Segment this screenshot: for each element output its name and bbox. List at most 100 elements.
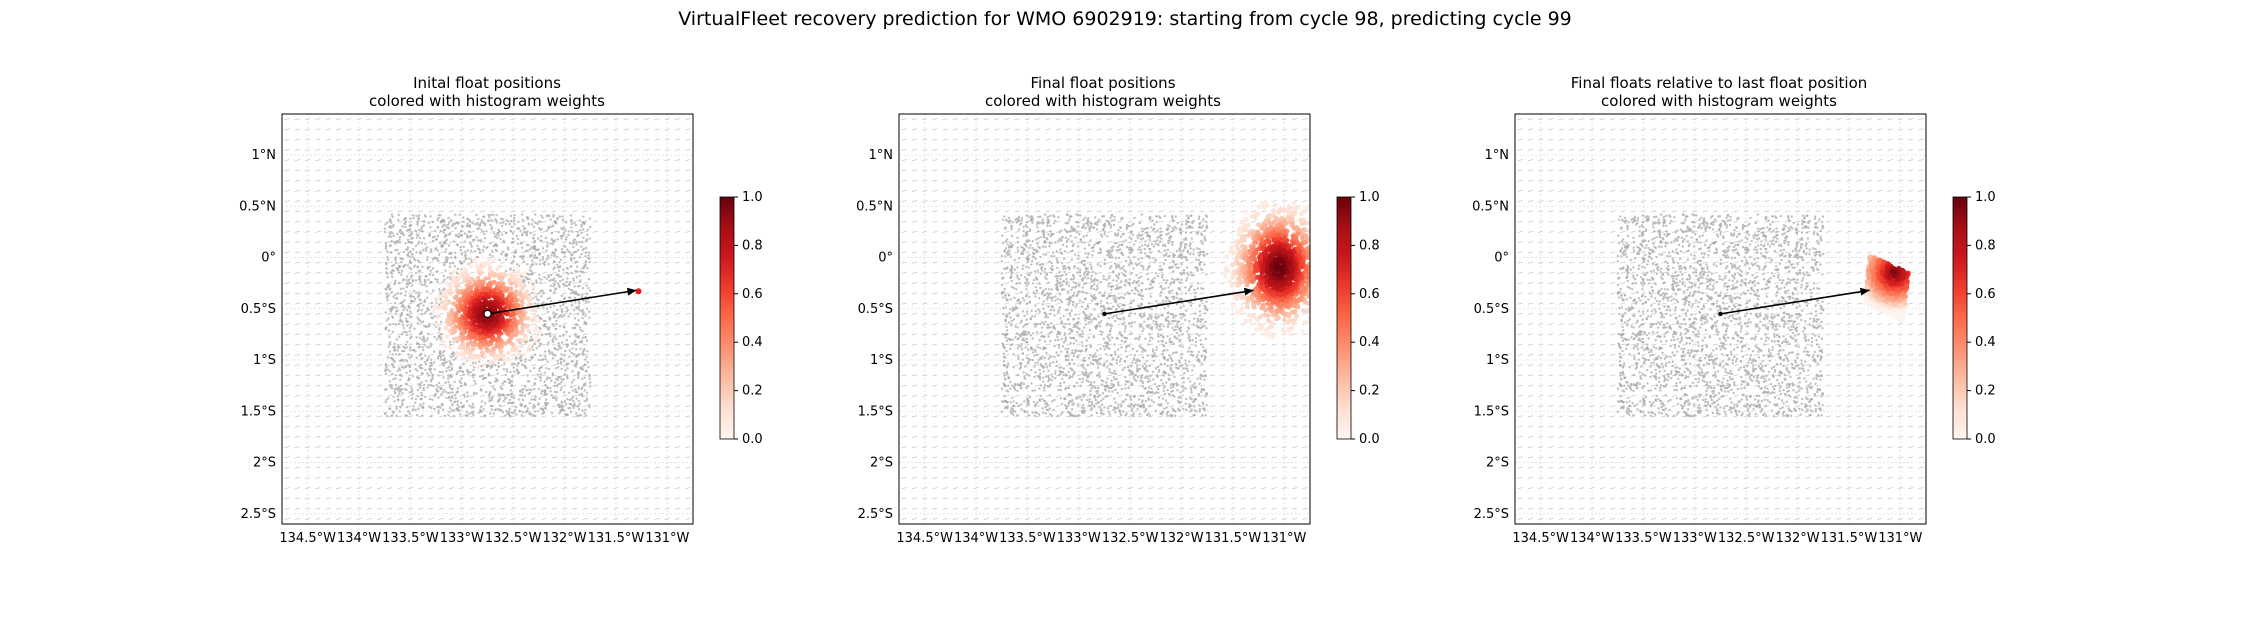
float-point xyxy=(409,310,412,314)
weighted-float xyxy=(454,295,459,301)
velocity-arrow xyxy=(305,261,311,264)
velocity-arrow xyxy=(664,517,670,520)
float-point xyxy=(553,253,556,256)
velocity-arrow xyxy=(633,138,640,141)
velocity-arrow xyxy=(315,302,321,305)
float-point xyxy=(448,396,451,399)
float-point xyxy=(490,404,494,408)
float-point xyxy=(410,397,414,400)
velocity-arrow xyxy=(335,425,342,428)
float-point xyxy=(579,328,582,332)
float-point xyxy=(552,311,555,314)
float-point xyxy=(414,229,417,232)
float-point xyxy=(524,358,527,361)
weighted-float xyxy=(495,267,500,272)
float-point xyxy=(402,360,405,363)
float-point xyxy=(392,322,395,326)
velocity-arrow xyxy=(387,435,393,438)
velocity-arrow xyxy=(346,292,352,295)
velocity-arrow xyxy=(551,159,557,162)
float-point xyxy=(443,278,446,281)
weighted-float xyxy=(510,341,515,347)
float-point xyxy=(416,388,420,392)
float-point xyxy=(553,260,556,263)
float-point xyxy=(545,245,549,248)
float-point xyxy=(561,278,565,281)
float-point xyxy=(545,258,548,261)
velocity-arrow xyxy=(377,394,383,397)
velocity-arrow xyxy=(654,466,660,469)
velocity-arrow xyxy=(438,159,444,162)
weighted-float xyxy=(461,307,466,312)
float-point xyxy=(415,342,418,346)
float-point xyxy=(549,334,552,338)
float-point xyxy=(541,412,544,415)
weighted-float xyxy=(467,302,473,307)
velocity-arrow xyxy=(500,220,506,223)
float-point xyxy=(483,237,487,240)
float-point xyxy=(544,392,547,395)
velocity-arrow xyxy=(572,220,578,223)
velocity-arrow xyxy=(448,435,455,438)
weighted-float xyxy=(492,288,497,293)
float-point xyxy=(427,383,430,387)
float-point xyxy=(560,251,564,254)
velocity-arrow xyxy=(561,466,568,469)
velocity-arrow xyxy=(654,241,660,244)
velocity-arrow xyxy=(531,517,537,520)
velocity-arrow xyxy=(572,446,578,449)
float-point xyxy=(389,231,392,234)
float-point xyxy=(534,213,537,216)
velocity-arrow xyxy=(438,138,444,141)
velocity-arrow xyxy=(603,364,609,367)
velocity-arrow xyxy=(664,476,670,479)
velocity-arrow xyxy=(356,446,362,449)
velocity-arrow xyxy=(603,517,609,520)
velocity-arrow xyxy=(356,159,362,162)
velocity-arrow xyxy=(664,159,670,162)
float-point xyxy=(392,345,395,349)
weighted-float xyxy=(477,319,482,324)
velocity-arrow xyxy=(654,302,660,305)
velocity-arrow xyxy=(335,312,342,315)
velocity-arrow xyxy=(284,405,290,408)
velocity-arrow xyxy=(397,189,403,192)
velocity-arrow xyxy=(294,384,301,387)
float-point xyxy=(570,289,574,292)
velocity-arrow xyxy=(448,159,455,162)
float-point xyxy=(536,222,539,226)
velocity-arrow xyxy=(294,292,301,295)
velocity-arrow xyxy=(623,189,629,192)
float-point xyxy=(583,399,586,403)
float-point xyxy=(537,299,540,302)
float-point xyxy=(421,265,424,269)
velocity-arrow xyxy=(613,169,619,172)
velocity-arrow xyxy=(397,210,403,213)
float-point xyxy=(492,232,496,235)
float-point xyxy=(510,241,514,244)
float-point xyxy=(464,253,467,256)
float-point xyxy=(442,223,445,226)
velocity-arrow xyxy=(407,128,414,131)
weighted-float xyxy=(436,330,441,335)
float-point xyxy=(454,357,457,360)
float-point xyxy=(467,230,470,233)
velocity-arrow xyxy=(490,169,496,172)
float-point xyxy=(420,309,423,312)
float-point xyxy=(586,266,589,270)
velocity-arrow xyxy=(335,323,342,326)
float-point xyxy=(551,372,555,375)
velocity-arrow xyxy=(613,200,619,203)
velocity-arrow xyxy=(356,353,362,356)
velocity-arrow xyxy=(315,394,321,397)
float-point xyxy=(396,388,399,392)
velocity-arrow xyxy=(387,507,393,510)
velocity-arrow xyxy=(654,282,660,285)
velocity-arrow xyxy=(346,169,352,172)
float-point xyxy=(580,367,583,371)
float-point xyxy=(384,326,388,329)
velocity-arrow xyxy=(490,374,496,377)
velocity-arrow xyxy=(685,189,691,192)
float-point xyxy=(442,280,445,283)
float-point xyxy=(393,282,396,286)
